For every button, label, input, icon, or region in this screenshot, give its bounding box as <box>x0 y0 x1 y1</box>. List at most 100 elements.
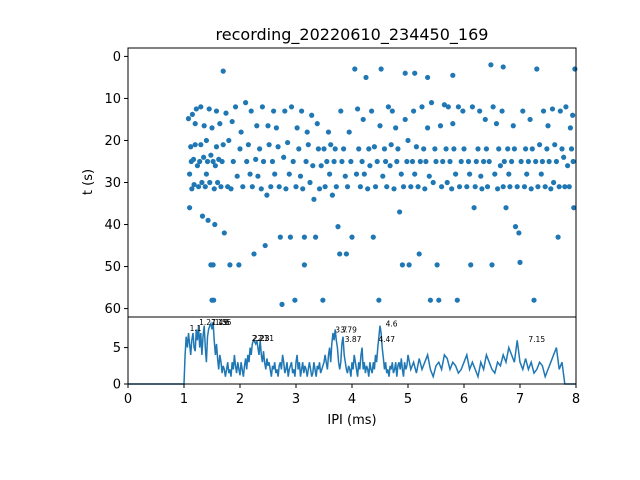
scatter-point <box>360 116 366 123</box>
scatter-point <box>190 156 197 162</box>
scatter-point <box>456 184 463 190</box>
scatter-point <box>248 108 254 114</box>
scatter-point <box>202 184 208 190</box>
scatter-point <box>533 158 539 165</box>
scatter-point <box>419 104 425 110</box>
scatter-point <box>523 146 529 152</box>
scatter-point <box>529 146 535 152</box>
scatter-point <box>445 104 451 110</box>
scatter-point <box>318 163 324 169</box>
scatter-point <box>415 184 421 190</box>
scatter-point <box>300 186 306 192</box>
histogram-panel: 1.11.271.491.551.6 2.212.312.23 3.73.793.8… <box>113 316 580 428</box>
scatter-point <box>385 104 391 110</box>
scatter-point <box>405 137 411 144</box>
scatter-point <box>213 108 220 114</box>
scatter-point <box>566 184 572 190</box>
scatter-point <box>310 163 316 169</box>
scatter-point <box>210 158 216 165</box>
scatter-point <box>481 158 487 165</box>
scatter-point <box>232 104 239 110</box>
scatter-point <box>356 146 362 152</box>
scatter-point <box>444 179 450 186</box>
scatter-point <box>477 108 483 114</box>
scatter-point <box>563 104 569 110</box>
scatter-point <box>260 158 267 165</box>
scatter-point <box>329 192 335 198</box>
scatter-point <box>245 142 251 148</box>
scatter-point <box>387 163 393 169</box>
scatter-point <box>505 146 511 152</box>
scatter-point <box>377 123 383 129</box>
peak-label: 1.27 <box>199 318 216 327</box>
scatter-point <box>353 171 360 177</box>
scatter-point <box>404 158 410 165</box>
scatter-point <box>194 163 201 169</box>
scatter-point <box>537 142 543 148</box>
scatter-point <box>315 146 321 152</box>
scatter-points <box>185 62 578 307</box>
scatter-point <box>402 116 408 123</box>
x-tick-label: 1 <box>180 392 188 407</box>
scatter-point <box>486 158 492 165</box>
scatter-point <box>198 142 204 148</box>
scatter-point <box>320 297 326 303</box>
scatter-point <box>509 158 515 165</box>
scatter-point <box>458 158 464 165</box>
scatter-point <box>553 158 560 165</box>
scatter-point <box>189 186 195 192</box>
scatter-point <box>546 158 552 165</box>
scatter-point <box>552 142 558 148</box>
x-tick-label: 7 <box>516 392 524 407</box>
scatter-point <box>572 66 578 72</box>
scatter-point <box>394 158 400 165</box>
scatter-point <box>195 184 202 190</box>
scatter-point <box>406 262 412 268</box>
scatter-point <box>389 108 395 114</box>
scatter-point <box>236 262 242 268</box>
scatter-point <box>540 108 547 114</box>
scatter-point <box>501 158 507 165</box>
scatter-point <box>425 125 431 131</box>
chart-title: recording_20220610_234450_169 <box>216 25 489 45</box>
peak-label: 7.15 <box>528 335 545 344</box>
scatter-point <box>283 186 289 192</box>
scatter-point <box>211 186 217 192</box>
scatter-point <box>555 234 561 240</box>
scatter-point <box>212 163 218 169</box>
scatter-point <box>327 171 333 177</box>
scatter-point <box>571 205 577 211</box>
x-tick-label: 6 <box>460 392 468 407</box>
scatter-point <box>197 158 203 165</box>
scatter-point <box>539 158 546 165</box>
histogram-frame <box>127 316 577 385</box>
scatter-point <box>192 121 198 127</box>
scatter-point <box>559 146 565 152</box>
scatter-point <box>316 186 323 192</box>
scatter-point <box>436 297 442 303</box>
scatter-point <box>199 179 205 186</box>
scatter-point <box>294 125 300 131</box>
scatter-point <box>496 146 502 152</box>
scatter-point <box>218 184 224 190</box>
scatter-point <box>215 179 221 186</box>
scatter-point <box>309 112 315 118</box>
scatter-point <box>230 158 236 165</box>
scatter-point <box>483 146 489 152</box>
peak-label: 2.21 <box>252 334 269 343</box>
scatter-point <box>528 186 534 192</box>
peak-label: 1.55 <box>215 318 232 327</box>
scatter-point <box>325 129 332 135</box>
scatter-point <box>324 158 330 165</box>
scatter-point <box>229 118 235 125</box>
scatter-point <box>292 297 298 303</box>
scatter-point <box>339 158 345 165</box>
scatter-point <box>570 158 576 165</box>
scatter-point <box>450 121 456 127</box>
scatter-point <box>472 184 478 190</box>
scatter-point <box>188 144 194 150</box>
scatter-point <box>297 173 304 179</box>
scatter-point <box>189 111 195 118</box>
scatter-point <box>331 158 337 165</box>
